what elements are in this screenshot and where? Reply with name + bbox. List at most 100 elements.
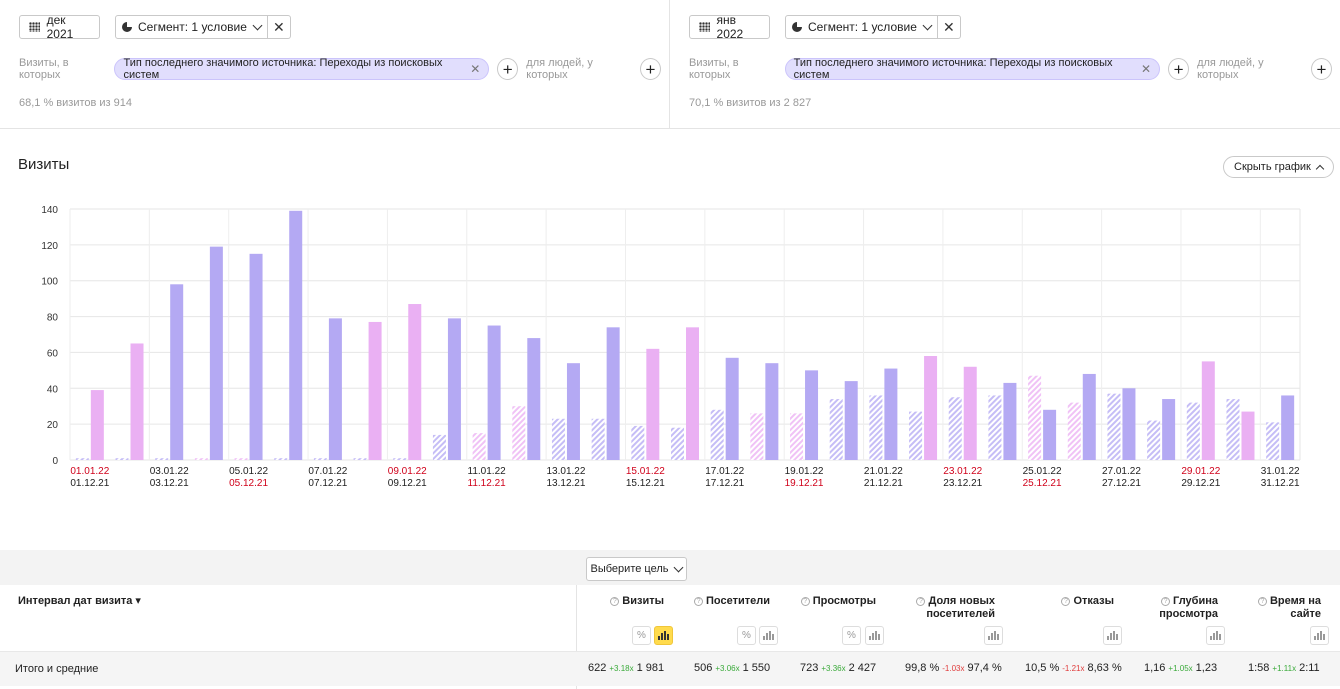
sort-icon[interactable]: ▾ <box>135 595 141 607</box>
date-picker-button[interactable]: дек 2021 <box>19 13 100 41</box>
bar-dec-2021 <box>234 458 248 460</box>
segment-label: Сегмент: 1 условие <box>808 20 917 34</box>
column-pageviews[interactable]: ? Просмотры <box>800 595 876 608</box>
bar-dec-2021 <box>1147 420 1161 460</box>
bar-dec-2021 <box>432 434 446 460</box>
condition-chip[interactable]: Тип последнего значимого источника: Пере… <box>784 57 1161 81</box>
help-icon[interactable]: ? <box>800 597 810 606</box>
segment-dropdown[interactable]: Сегмент: 1 условие <box>115 15 268 39</box>
chart-toggle[interactable] <box>759 626 778 645</box>
bar-jan-2022 <box>566 363 580 460</box>
dimension-header[interactable]: Интервал дат визита ▾ <box>18 595 141 608</box>
bar-dec-2021 <box>869 395 883 460</box>
help-icon[interactable]: ? <box>694 597 704 606</box>
bar-jan-2022 <box>447 318 461 460</box>
column-time-on-site[interactable]: ? Время на сайте <box>1257 595 1321 621</box>
bar-dec-2021 <box>829 399 843 460</box>
goal-select[interactable]: Выберите цель <box>586 557 687 581</box>
bar-chart-icon <box>988 631 999 640</box>
x-tick-label-dec: 27.12.21 <box>1102 478 1141 489</box>
x-tick-label-jan: 25.01.22 <box>1023 466 1062 477</box>
bar-dec-2021 <box>194 458 208 460</box>
bar-dec-2021 <box>671 427 684 460</box>
delta: -1.21x <box>1062 664 1085 673</box>
x-tick-label-dec: 11.12.21 <box>468 478 507 489</box>
column-page-depth[interactable]: ? Глубина просмотра <box>1159 595 1218 621</box>
x-tick-label-dec: 19.12.21 <box>785 478 824 489</box>
delta: +3.18x <box>609 664 634 673</box>
add-visit-condition-button[interactable]: + <box>497 58 519 80</box>
bar-jan-2022 <box>924 356 938 460</box>
chevron-up-icon <box>1315 164 1325 173</box>
x-tick-label-jan: 09.01.22 <box>388 466 427 477</box>
bar-jan-2022 <box>487 325 501 460</box>
remove-condition-icon[interactable]: ✕ <box>1140 62 1152 76</box>
delta: +3.36x <box>821 664 846 673</box>
hide-chart-button[interactable]: Скрыть график <box>1223 156 1334 178</box>
percent-icon: % <box>637 630 646 641</box>
bar-jan-2022 <box>1003 382 1017 460</box>
bar-jan-2022 <box>1201 361 1215 460</box>
column-new-visitors-share[interactable]: ? Доля новых посетителей <box>916 595 995 621</box>
help-icon[interactable]: ? <box>1257 597 1267 606</box>
people-condition-label: для людей, у которых <box>1197 57 1264 81</box>
chart-toggle[interactable] <box>984 626 1003 645</box>
remove-condition-icon[interactable]: ✕ <box>470 62 481 76</box>
totals-bounces: 10,5 % -1.21x 8,63 % <box>1025 662 1122 674</box>
x-tick-label-jan: 05.01.22 <box>229 466 268 477</box>
chart-toggle[interactable] <box>1310 626 1329 645</box>
bar-jan-2022 <box>725 357 739 460</box>
bar-dec-2021 <box>115 458 129 460</box>
date-label: янв 2022 <box>716 13 744 41</box>
percent-toggle[interactable]: % <box>737 626 756 645</box>
help-icon[interactable]: ? <box>916 597 926 606</box>
value-current: 1:58 <box>1248 662 1270 674</box>
add-visit-condition-button[interactable]: + <box>1168 58 1190 80</box>
percent-toggle[interactable]: % <box>632 626 651 645</box>
bar-dec-2021 <box>1107 393 1121 460</box>
chart-toggle[interactable] <box>654 626 673 645</box>
column-bounces[interactable]: ? Отказы <box>1061 595 1114 608</box>
pie-chart-icon <box>122 22 132 32</box>
chart-bars <box>75 210 1295 460</box>
bar-dec-2021 <box>909 411 923 460</box>
bar-dec-2021 <box>631 425 645 460</box>
chart-toggle[interactable] <box>865 626 884 645</box>
y-tick-label: 100 <box>41 277 58 288</box>
delta: +1.11x <box>1272 664 1297 673</box>
y-tick-label: 20 <box>47 420 59 431</box>
date-picker-button[interactable]: янв 2022 <box>689 13 770 41</box>
percent-toggle[interactable]: % <box>842 626 861 645</box>
add-people-condition-button[interactable]: + <box>639 58 662 80</box>
help-icon[interactable]: ? <box>1161 597 1171 606</box>
clear-segment-button[interactable]: ✕ <box>937 15 961 39</box>
bar-chart-icon <box>658 631 669 640</box>
people-condition-label: для людей, у которых <box>526 57 593 81</box>
help-icon[interactable]: ? <box>610 597 620 606</box>
help-icon[interactable]: ? <box>1061 597 1071 606</box>
clear-segment-button[interactable]: ✕ <box>267 15 291 39</box>
condition-text: Тип последнего значимого источника: Пере… <box>123 57 443 81</box>
x-tick-label-dec: 09.12.21 <box>388 478 427 489</box>
y-tick-label: 120 <box>41 241 58 252</box>
totals-row: Итого и средние 622 +3.18x 1 981 506 +3.06x… <box>0 651 1340 686</box>
x-tick-label-dec: 05.12.21 <box>229 478 268 489</box>
column-visits[interactable]: ? Визиты <box>610 595 664 608</box>
chart-toggle[interactable] <box>1206 626 1225 645</box>
dimension-header-label: Интервал дат визита <box>18 595 133 607</box>
value-compare: 97,4 % <box>967 662 1002 674</box>
value-current: 99,8 % <box>905 662 940 674</box>
chart-toggle[interactable] <box>1103 626 1122 645</box>
segment-panel-right: янв 2022 Сегмент: 1 условие ✕ Визиты, в … <box>670 0 1340 129</box>
segment-dropdown[interactable]: Сегмент: 1 условие <box>785 15 938 39</box>
condition-chip[interactable]: Тип последнего значимого источника: Пере… <box>114 57 490 81</box>
bar-dec-2021 <box>1226 399 1240 460</box>
add-people-condition-button[interactable]: + <box>1310 58 1333 80</box>
x-tick-label-dec: 15.12.21 <box>626 478 665 489</box>
bar-jan-2022 <box>289 210 303 460</box>
column-label: Отказы <box>1073 595 1114 607</box>
value-compare: 2:11 <box>1299 662 1320 674</box>
bar-dec-2021 <box>591 418 605 460</box>
column-visitors[interactable]: ? Посетители <box>694 595 770 608</box>
